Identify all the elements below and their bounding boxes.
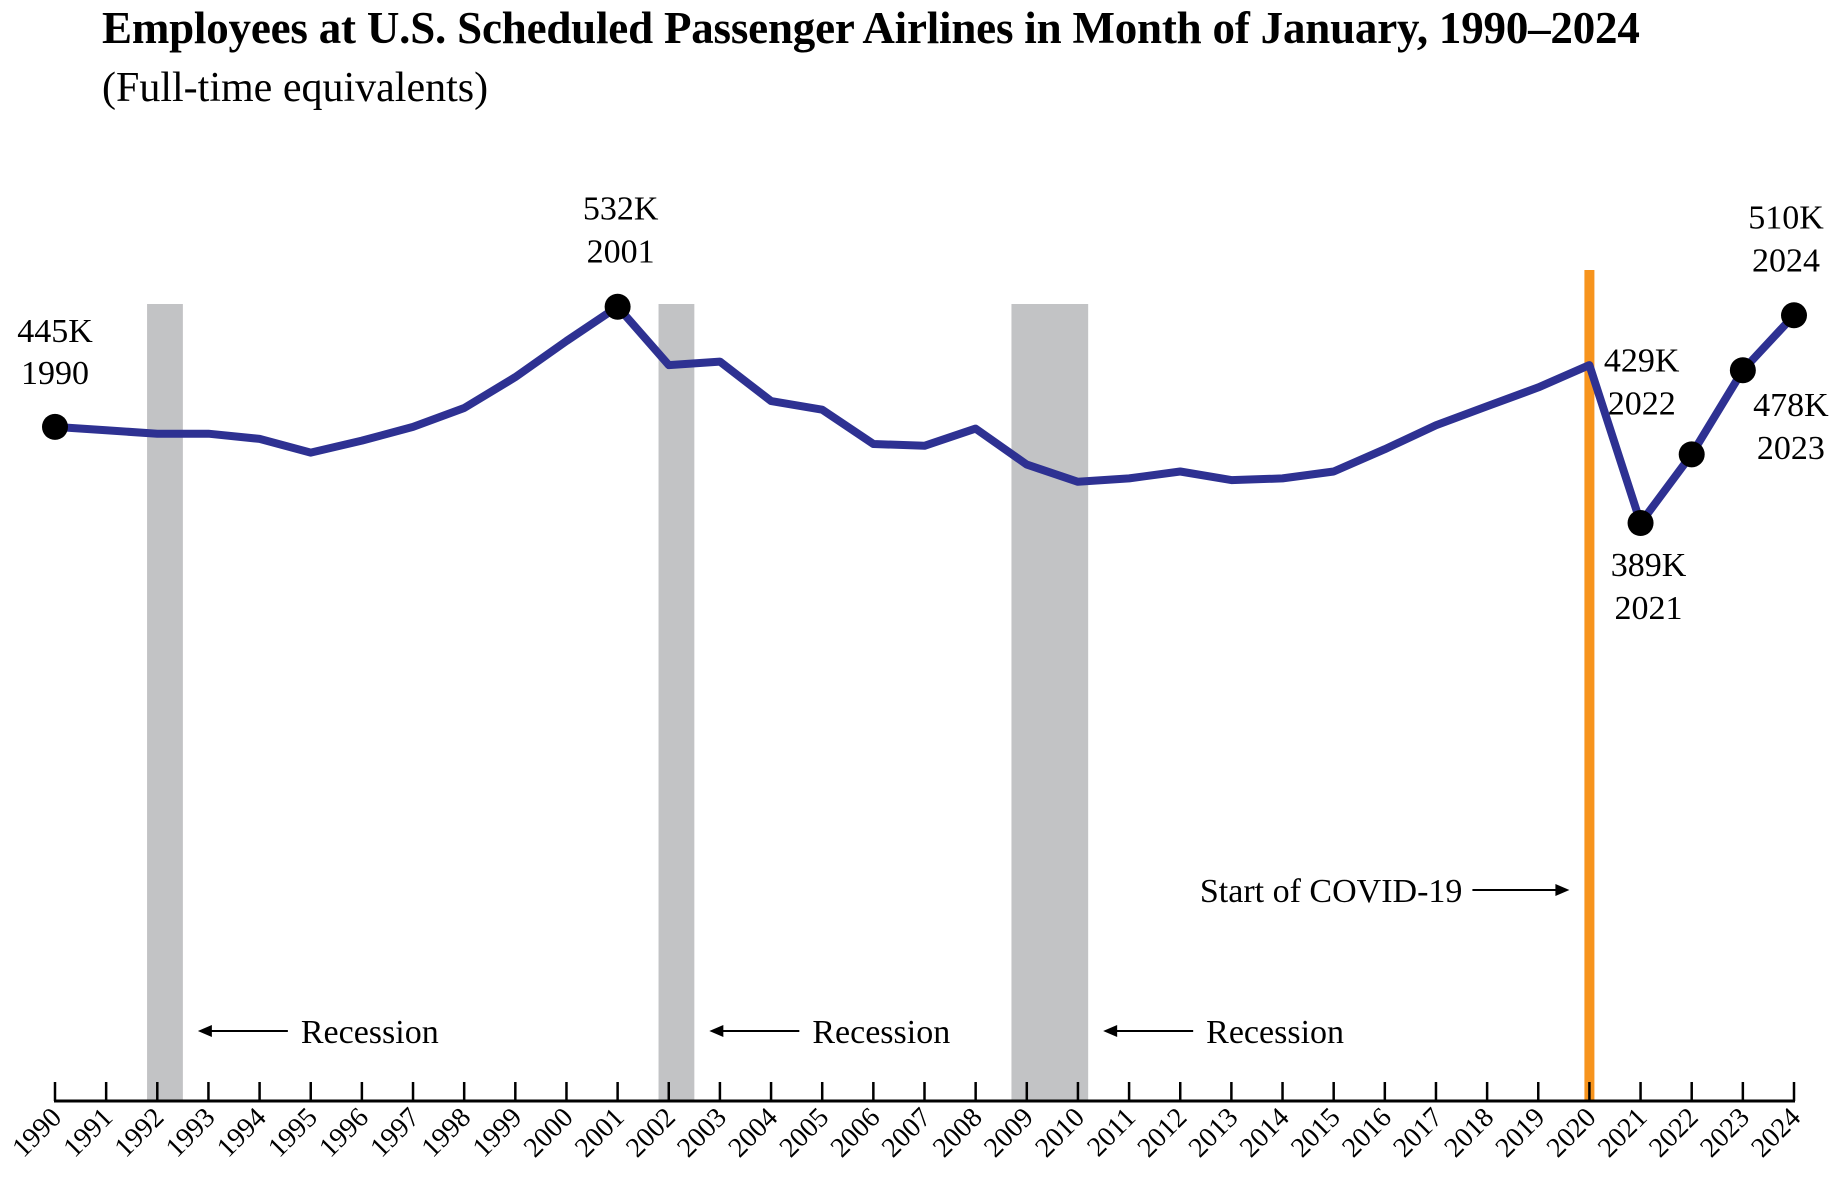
data-label-value: 478K xyxy=(1753,387,1829,424)
chart-subtitle: (Full-time equivalents) xyxy=(102,65,489,111)
x-tick-label: 2016 xyxy=(1336,1102,1398,1164)
recession-label: Recession xyxy=(812,1014,950,1051)
data-label-value: 532K xyxy=(583,191,659,228)
data-point-marker xyxy=(1627,510,1654,536)
x-tick-label: 1995 xyxy=(262,1102,324,1164)
x-tick-label: 2011 xyxy=(1081,1102,1142,1163)
x-tick-label: 1999 xyxy=(467,1102,529,1164)
data-point-marker xyxy=(1729,357,1756,384)
x-tick-label: 1997 xyxy=(364,1102,426,1164)
x-tick-label: 2008 xyxy=(927,1102,989,1164)
x-tick-label: 2006 xyxy=(825,1102,887,1164)
x-tick-label: 2023 xyxy=(1694,1102,1756,1164)
recession-bands: Recession Recession Recession xyxy=(147,304,1344,1101)
data-label-value: 389K xyxy=(1611,547,1687,584)
series-line-path xyxy=(51,302,1798,527)
data-label-year: 2023 xyxy=(1757,430,1825,467)
data-label-year: 2022 xyxy=(1608,385,1676,422)
x-tick-label: 1993 xyxy=(160,1102,222,1164)
data-label-year: 1990 xyxy=(21,355,89,392)
recession-label: Recession xyxy=(301,1014,439,1051)
x-tick-label: 2002 xyxy=(620,1102,682,1164)
recession-band xyxy=(1011,304,1089,1101)
covid-marker: Start of COVID-19 xyxy=(1200,270,1595,1101)
x-tick-label: 2010 xyxy=(1029,1102,1091,1164)
x-tick-label: 2004 xyxy=(722,1102,784,1164)
x-tick-label: 2024 xyxy=(1745,1102,1807,1164)
x-tick-label: 2000 xyxy=(518,1102,580,1164)
x-tick-label: 2001 xyxy=(569,1102,631,1164)
covid-arrow-head xyxy=(1555,884,1570,896)
x-tick-label: 1990 xyxy=(6,1102,68,1164)
covid-line xyxy=(1584,270,1595,1101)
x-axis: 1990199119921993199419951996199719981999… xyxy=(6,1082,1807,1164)
x-tick-label: 2019 xyxy=(1490,1102,1552,1164)
x-tick-label: 2012 xyxy=(1132,1102,1194,1164)
recession-label: Recession xyxy=(1206,1014,1344,1051)
x-tick-label: 1994 xyxy=(211,1102,273,1164)
x-tick-label: 2005 xyxy=(774,1102,836,1164)
x-tick-label: 2007 xyxy=(876,1102,938,1164)
recession-arrow-head xyxy=(709,1025,724,1037)
data-label-year: 2021 xyxy=(1615,590,1683,627)
data-label-value: 445K xyxy=(17,313,93,350)
x-tick-label: 1998 xyxy=(416,1102,478,1164)
data-point-marker xyxy=(1678,441,1705,468)
recession-arrow-head xyxy=(1103,1025,1118,1037)
data-points xyxy=(42,293,1807,536)
x-tick-label: 2013 xyxy=(1183,1102,1245,1164)
x-tick-label: 1992 xyxy=(109,1102,171,1164)
series-line xyxy=(51,302,1798,527)
chart-title: Employees at U.S. Scheduled Passenger Ai… xyxy=(102,3,1640,53)
x-tick-label: 1996 xyxy=(313,1102,375,1164)
data-point-marker xyxy=(604,293,631,320)
data-label-year: 2024 xyxy=(1752,242,1820,279)
x-tick-label: 2022 xyxy=(1643,1102,1705,1164)
x-tick-label: 2003 xyxy=(671,1102,733,1164)
data-point-marker xyxy=(1781,302,1807,329)
x-tick-label: 2015 xyxy=(1285,1102,1347,1164)
data-point-marker xyxy=(42,413,68,440)
recession-band xyxy=(658,304,695,1101)
data-label-value: 429K xyxy=(1604,342,1680,379)
recession-arrow-head xyxy=(197,1025,212,1037)
x-tick-label: 1991 xyxy=(58,1102,120,1164)
x-tick-label: 2017 xyxy=(1387,1102,1449,1164)
data-labels: 445K 1990 532K 2001 389K 2021 429K 2022 478K 2023… xyxy=(17,191,1829,627)
x-tick-label: 2018 xyxy=(1439,1102,1501,1164)
x-tick-label: 2021 xyxy=(1592,1102,1654,1164)
data-label-value: 510K xyxy=(1748,199,1824,236)
x-tick-label: 2009 xyxy=(978,1102,1040,1164)
covid-label: Start of COVID-19 xyxy=(1200,873,1463,910)
x-tick-label: 2014 xyxy=(1234,1102,1296,1164)
x-tick-label: 2020 xyxy=(1541,1102,1603,1164)
data-label-year: 2001 xyxy=(587,234,655,271)
recession-band xyxy=(147,304,183,1101)
